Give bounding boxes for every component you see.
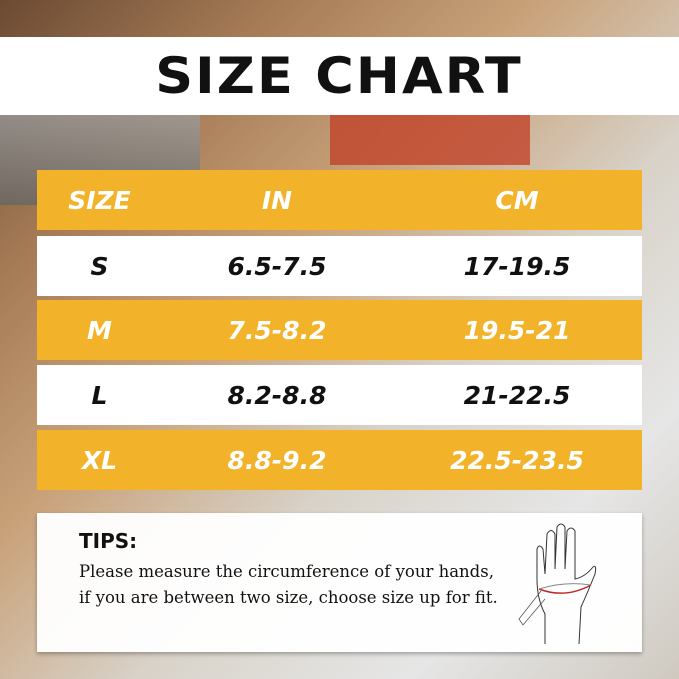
tips-box: TIPS: Please measure the circumference o… (37, 513, 642, 652)
cell-cm: 17-19.5 (463, 251, 571, 281)
background-tool (330, 115, 530, 165)
title-banner: SIZE CHART (0, 37, 679, 115)
cell-in: 8.2-8.8 (227, 380, 327, 410)
cell-size: XL (81, 445, 118, 475)
page-title: SIZE CHART (155, 47, 524, 105)
tips-heading: TIPS: (79, 529, 138, 553)
header-cm: CM (495, 185, 539, 215)
cell-in: 6.5-7.5 (227, 251, 327, 281)
cell-size: M (87, 315, 112, 345)
header-in: IN (261, 185, 293, 215)
header-size: SIZE (68, 185, 131, 215)
cell-size: S (90, 251, 109, 281)
tips-text: Please measure the circumference of your… (79, 562, 498, 607)
cell-in: 8.8-9.2 (227, 445, 327, 475)
cell-cm: 19.5-21 (463, 315, 571, 345)
table-row: M 7.5-8.2 19.5-21 (37, 300, 642, 360)
cell-size: L (91, 380, 108, 410)
table-row: S 6.5-7.5 17-19.5 (37, 236, 642, 296)
table-row: XL 8.8-9.2 22.5-23.5 (37, 430, 642, 490)
hand-measure-icon (518, 523, 597, 645)
table-row: L 8.2-8.8 21-22.5 (37, 365, 642, 425)
cell-in: 7.5-8.2 (227, 315, 327, 345)
cell-cm: 22.5-23.5 (450, 445, 584, 475)
cell-cm: 21-22.5 (463, 380, 571, 410)
table-header: SIZE IN CM (37, 170, 642, 230)
